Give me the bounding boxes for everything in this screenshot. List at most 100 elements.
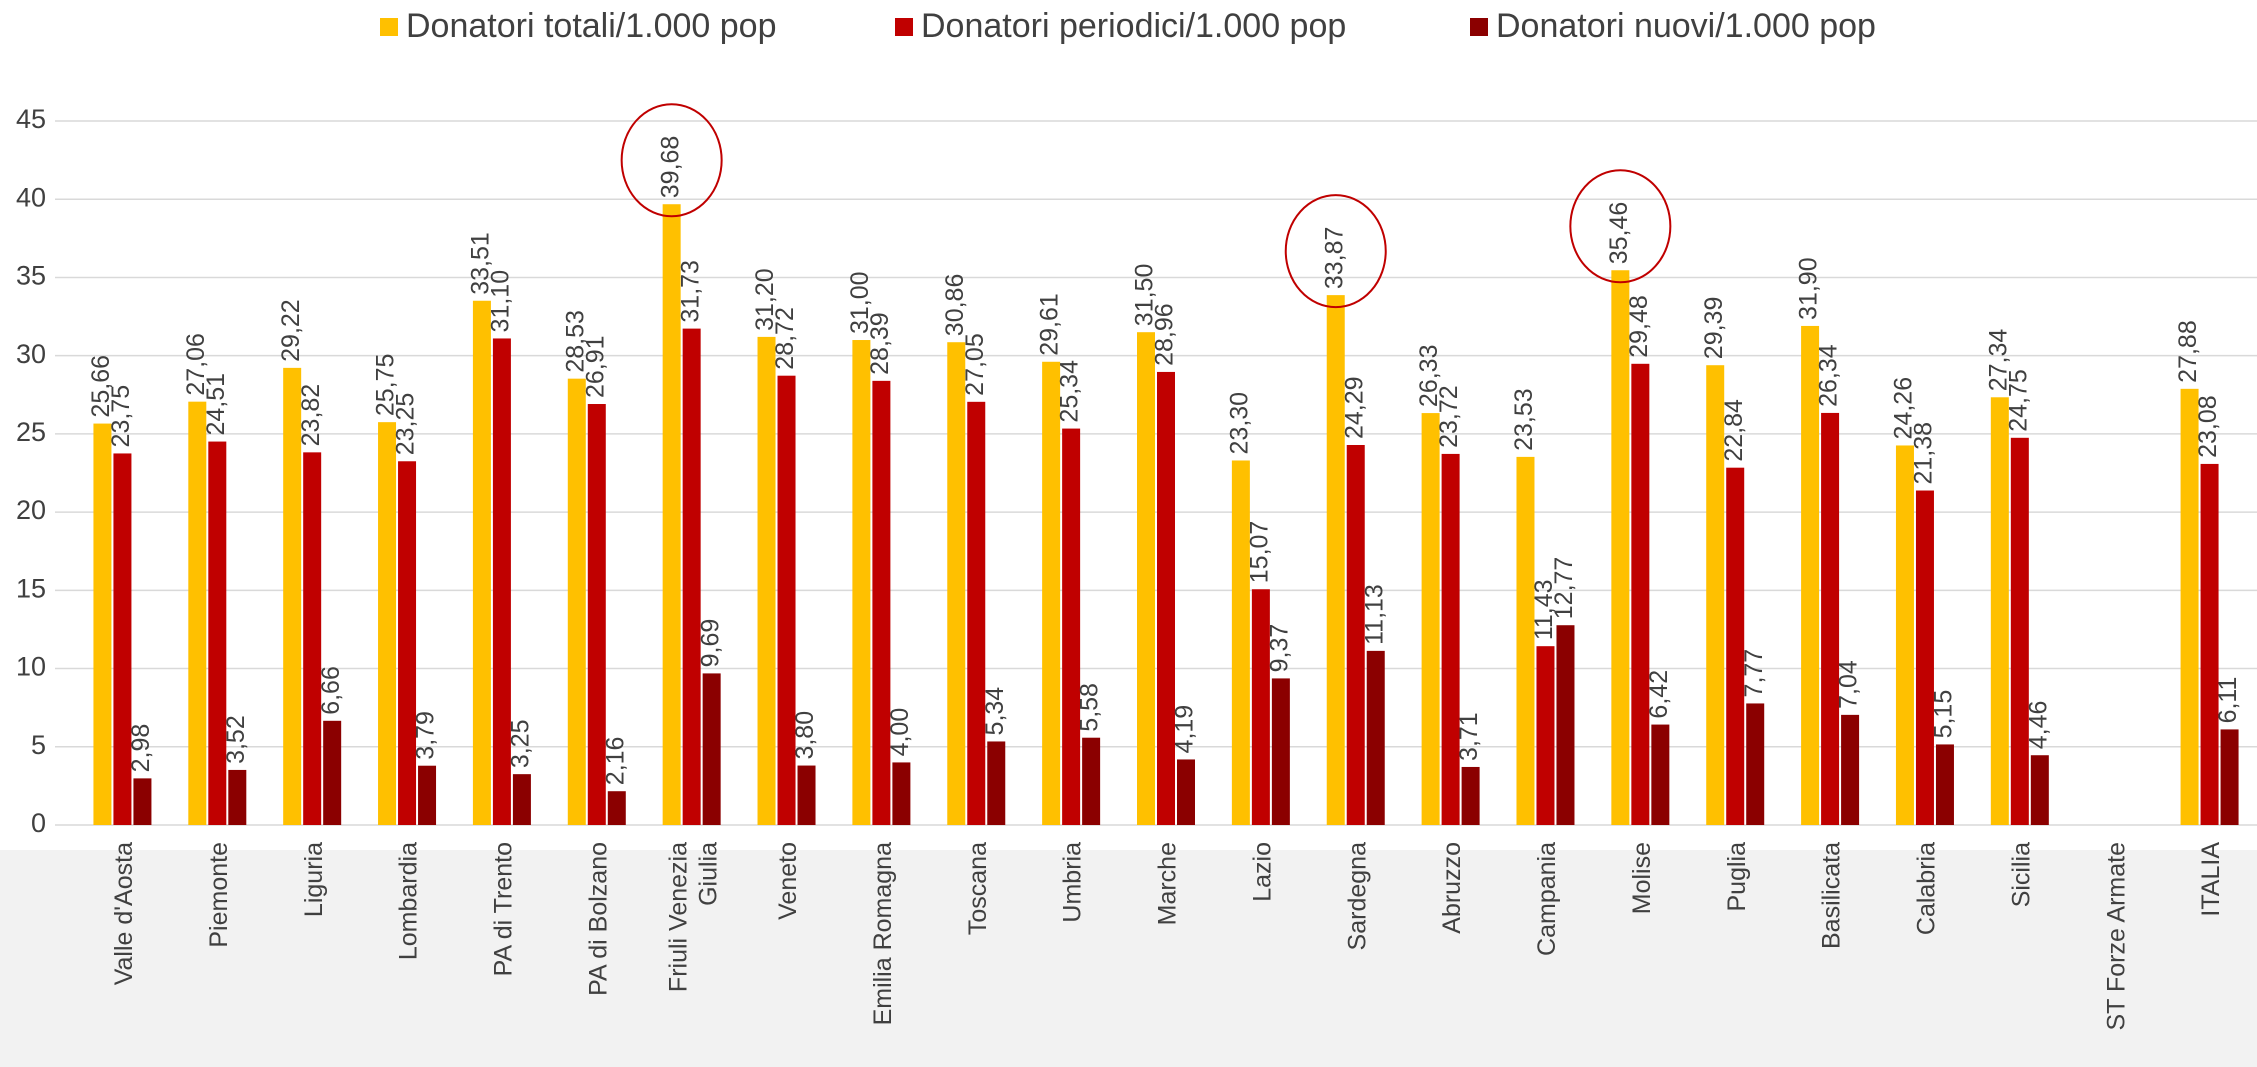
bar bbox=[1516, 456, 1535, 825]
bar bbox=[1326, 295, 1345, 825]
value-label: 31,00 bbox=[846, 271, 874, 334]
value-label: 30,86 bbox=[941, 274, 969, 337]
bar bbox=[1746, 703, 1765, 825]
value-label: 23,08 bbox=[2194, 395, 2222, 458]
legend-swatch bbox=[1470, 18, 1488, 36]
y-tick-label: 10 bbox=[16, 652, 46, 682]
value-label: 29,22 bbox=[277, 299, 305, 362]
value-label: 31,50 bbox=[1131, 264, 1159, 327]
y-tick-label: 5 bbox=[31, 730, 46, 760]
bar bbox=[947, 342, 966, 825]
bar bbox=[1251, 589, 1270, 825]
value-label: 28,96 bbox=[1151, 303, 1179, 366]
value-label: 5,15 bbox=[1930, 690, 1958, 739]
value-label: 26,33 bbox=[1415, 345, 1443, 408]
value-label: 28,53 bbox=[561, 310, 589, 373]
bar bbox=[1706, 365, 1725, 825]
x-tick-label: ITALIA bbox=[2197, 842, 2225, 917]
value-label: 6,66 bbox=[317, 666, 345, 715]
y-tick-label: 20 bbox=[16, 495, 46, 525]
highlight-circle bbox=[1569, 169, 1672, 284]
bar bbox=[797, 765, 816, 825]
x-tick-label: Basilicata bbox=[1818, 842, 1846, 949]
bar bbox=[1821, 412, 1840, 825]
bar bbox=[1915, 490, 1934, 825]
bar bbox=[2030, 755, 2049, 825]
value-label: 23,82 bbox=[297, 384, 325, 447]
value-label: 24,26 bbox=[1890, 377, 1918, 440]
bar bbox=[607, 791, 626, 825]
x-tick-label: Friuli VeneziaGiulia bbox=[664, 842, 722, 992]
value-label: 24,29 bbox=[1340, 376, 1368, 439]
bar bbox=[1366, 650, 1385, 825]
value-label: 29,48 bbox=[1625, 295, 1653, 358]
bar bbox=[1441, 453, 1460, 825]
value-label: 5,34 bbox=[981, 687, 1009, 736]
value-label: 25,75 bbox=[372, 354, 400, 417]
value-label: 5,58 bbox=[1076, 683, 1104, 732]
y-tick-label: 40 bbox=[16, 182, 46, 212]
x-tick-label: Sardegna bbox=[1343, 842, 1371, 951]
legend-swatch bbox=[380, 18, 398, 36]
value-label: 27,06 bbox=[182, 333, 210, 396]
bar bbox=[283, 367, 302, 825]
x-tick-label: Puglia bbox=[1723, 842, 1751, 912]
bar bbox=[1271, 678, 1290, 825]
bar bbox=[2200, 463, 2219, 825]
bar bbox=[777, 375, 796, 825]
value-label: 23,53 bbox=[1510, 388, 1538, 451]
value-label: 9,69 bbox=[696, 619, 724, 668]
value-label: 23,72 bbox=[1435, 385, 1463, 448]
value-label: 39,68 bbox=[656, 136, 684, 199]
bar bbox=[1536, 646, 1555, 825]
y-tick-label: 0 bbox=[31, 808, 46, 838]
value-label: 33,87 bbox=[1320, 227, 1348, 290]
bar bbox=[1556, 625, 1575, 825]
bar bbox=[1042, 361, 1061, 825]
value-label: 9,37 bbox=[1265, 624, 1293, 673]
x-tick-label: Lazio bbox=[1248, 842, 1276, 902]
bar bbox=[398, 461, 417, 825]
value-label: 3,52 bbox=[222, 715, 250, 764]
bar bbox=[1841, 714, 1860, 825]
value-label: 24,75 bbox=[2004, 369, 2032, 432]
bar bbox=[702, 673, 721, 825]
value-label: 7,77 bbox=[1740, 649, 1768, 698]
value-label: 2,16 bbox=[601, 737, 629, 786]
value-label: 26,34 bbox=[1815, 344, 1843, 407]
value-label: 23,75 bbox=[107, 385, 135, 448]
value-label: 3,71 bbox=[1455, 712, 1483, 761]
bar bbox=[208, 441, 227, 825]
bar bbox=[1137, 332, 1155, 825]
bar bbox=[852, 340, 871, 825]
value-label: 2,98 bbox=[127, 724, 155, 773]
value-label: 4,00 bbox=[886, 708, 914, 757]
x-tick-label: ST Forze Armate bbox=[2102, 842, 2130, 1031]
x-tick-label: Emilia Romagna bbox=[869, 842, 897, 1026]
highlight-circle bbox=[1284, 194, 1387, 309]
bar bbox=[378, 422, 397, 825]
bar bbox=[1082, 737, 1101, 825]
y-tick-label: 35 bbox=[16, 261, 46, 291]
bar bbox=[228, 769, 247, 825]
bar bbox=[2010, 437, 2029, 825]
bar bbox=[418, 765, 437, 825]
value-label: 27,88 bbox=[2174, 320, 2202, 383]
x-tick-label: Liguria bbox=[300, 842, 328, 917]
x-tick-label: Campania bbox=[1533, 842, 1561, 956]
value-label: 35,46 bbox=[1605, 202, 1633, 265]
value-label: 7,04 bbox=[1835, 660, 1863, 709]
x-tick-label: Umbria bbox=[1059, 842, 1087, 923]
x-tick-label: Calabria bbox=[1913, 842, 1941, 935]
value-label: 3,79 bbox=[412, 711, 440, 760]
legend-swatch bbox=[895, 18, 913, 36]
bar bbox=[1726, 467, 1745, 825]
value-label: 11,13 bbox=[1360, 584, 1388, 645]
value-label: 12,77 bbox=[1550, 557, 1578, 620]
y-tick-label: 15 bbox=[16, 573, 46, 603]
value-label: 25,34 bbox=[1056, 360, 1084, 423]
bar bbox=[1895, 445, 1914, 825]
x-tick-label: Valle d'Aosta bbox=[110, 842, 138, 985]
bar bbox=[892, 762, 911, 825]
x-tick-label: Veneto bbox=[774, 842, 802, 920]
